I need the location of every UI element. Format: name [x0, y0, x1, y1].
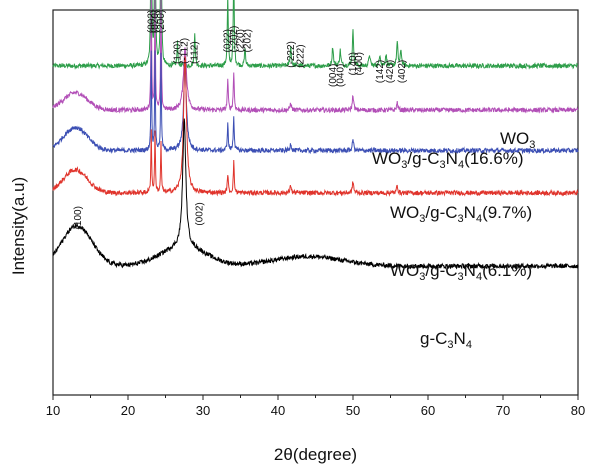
series-group: [52, 0, 579, 271]
peak-label: (002): [194, 202, 205, 225]
x-tick-label: 20: [121, 403, 135, 418]
peak-label: (-222): [286, 41, 297, 68]
series-label-0: WO3: [500, 129, 535, 151]
x-tick-label: 30: [196, 403, 210, 418]
x-tick-label: 80: [571, 403, 585, 418]
x-tick-label: 10: [46, 403, 60, 418]
series-line-3: [52, 56, 579, 197]
peak-label: (022): [223, 29, 234, 52]
series-label-4: g-C3N4: [420, 329, 472, 351]
x-tick-label: 40: [271, 403, 285, 418]
peak-label: (120): [173, 41, 184, 64]
peak-label: (202): [242, 29, 253, 52]
series-line-2: [52, 50, 579, 155]
peak-label: (002): [146, 10, 157, 33]
peak-label: (420): [385, 60, 396, 83]
series-label-2: WO3/g-C3N4(9.7%): [390, 203, 532, 225]
peak-label: (222): [296, 44, 307, 67]
peak-label: (-202): [229, 26, 240, 53]
peak-label: (200): [156, 10, 167, 33]
peak-label: (112): [190, 41, 201, 64]
series-line-4: [52, 118, 579, 271]
peak-label: (402): [397, 60, 408, 83]
peak-label: (-112): [179, 38, 190, 64]
peak-label: (140): [348, 52, 359, 75]
y-axis-title: Intensity(a.u): [9, 177, 28, 275]
x-tick-label: 60: [421, 403, 435, 418]
x-tick-label: 50: [346, 403, 360, 418]
peak-label: (020): [150, 10, 161, 33]
peak-label: (100): [73, 206, 84, 229]
peak-annotations: (002)(020)(200)(120)(-112) (112)(022)(-20…: [73, 10, 408, 230]
peak-label: (142): [375, 60, 386, 83]
peak-label: (220): [236, 29, 247, 52]
peak-label: (040): [335, 64, 346, 87]
series-line-0: [52, 0, 579, 70]
x-axis-title: 2θ(degree): [274, 445, 357, 464]
peak-label: (400): [354, 52, 365, 75]
x-axis-ticks: 10 20 30 40 50 60 70 80: [46, 395, 585, 418]
x-tick-label: 70: [496, 403, 510, 418]
peak-label: (004): [328, 64, 339, 87]
series-label-3: WO3/g-C3N4(6.1%): [390, 261, 532, 283]
series-line-1: [52, 0, 579, 114]
series-label-1: WO3/g-C3N4(16.6%): [372, 149, 524, 171]
